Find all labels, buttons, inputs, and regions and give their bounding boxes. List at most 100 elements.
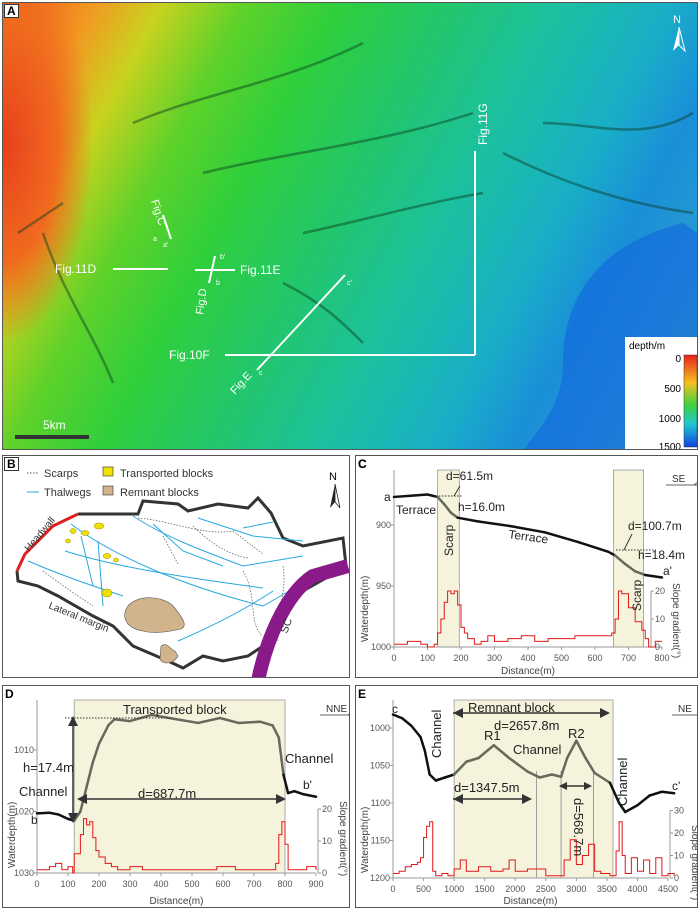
annotation-h1: h=16.0m <box>458 500 505 514</box>
y-tick-label: 1020 <box>14 807 34 817</box>
waterdepth-segment <box>607 550 617 557</box>
x-axis-label: Distance(m) <box>150 896 204 907</box>
x-tick-label: 800 <box>277 879 292 889</box>
y2-tick-label: 0 <box>674 873 679 883</box>
annotation-channel3: Channel <box>615 757 630 806</box>
waterdepth-segment <box>113 718 132 723</box>
profile-panel-d: 0 100 200 300 400 500 600 700 800 900 1010 1020 1030… <box>2 685 350 908</box>
label-fig-11d: Fig.11D <box>55 262 96 276</box>
waterdepth-segment <box>107 718 116 727</box>
highlight-band <box>73 699 286 874</box>
waterdepth-segment <box>526 770 541 779</box>
waterdepth-segment <box>465 756 480 763</box>
waterdepth-segment <box>419 735 427 752</box>
y2-axis-label: Slope gradient(°) <box>689 825 698 900</box>
headwall-line <box>15 512 79 572</box>
waterdepth-segment <box>423 749 431 776</box>
waterdepth-segment <box>575 739 587 760</box>
waterdepth-segment <box>633 570 647 577</box>
x-tick-label: 1000 <box>444 884 464 894</box>
annotation-channel2: Channel <box>285 751 334 766</box>
waterdepth-segment <box>196 716 222 725</box>
waterdepth-segment <box>443 503 453 515</box>
annotation-r2: R2 <box>568 726 585 741</box>
direction-icon <box>666 482 697 486</box>
slope-gradient-series <box>394 590 662 648</box>
annotation-start: a <box>384 490 391 504</box>
annotation-end: a' <box>663 564 672 578</box>
map-overlay: Fig.C a a' Fig.11D Fig.11E Fig.D b b' Fi… <box>15 14 697 449</box>
y2-tick-label: 20 <box>322 804 332 814</box>
y-axis-label: Waterdepth(m) <box>7 802 18 868</box>
waterdepth-segment <box>644 573 664 579</box>
annotation-d2: d=568.7m <box>571 798 586 856</box>
panel-label: E <box>358 687 366 701</box>
annotation-r1: R1 <box>484 728 501 743</box>
x-tick-label: 0 <box>34 879 39 889</box>
legend-scarps: Scarps <box>44 468 79 480</box>
x-tick-label: 4500 <box>658 884 678 894</box>
y2-tick-label: 0 <box>655 642 660 652</box>
north-arrow: N <box>673 14 686 53</box>
waterdepth-segment <box>426 493 439 499</box>
waterdepth-segment <box>623 804 639 814</box>
waterdepth-segment <box>48 811 60 816</box>
x-tick-label: 100 <box>60 879 75 889</box>
annotation-terrace1: Terrace <box>396 503 436 517</box>
annotation-scarp1: Scarp <box>442 524 456 556</box>
legend-transported-blocks: Transported blocks <box>120 468 214 480</box>
waterdepth-segment <box>72 810 82 822</box>
annotation-d: d=687.7m <box>138 786 196 801</box>
x-tick-label: 700 <box>621 653 636 663</box>
channel-shading <box>17 41 694 384</box>
colorbar-tick: 0 <box>675 354 681 365</box>
waterdepth-segment <box>613 554 627 566</box>
y2-tick-label: 0 <box>322 868 327 878</box>
waterdepth-segment <box>91 742 101 764</box>
waterdepth-segment <box>492 744 511 760</box>
direction-label: SE <box>672 474 686 485</box>
waterdepth-segment <box>409 493 429 497</box>
waterdepth-segment <box>538 773 554 779</box>
x-tick-label: 600 <box>587 653 602 663</box>
label-fig-e: Fig.E <box>228 370 254 397</box>
panel-label: D <box>5 687 14 701</box>
annotation-end: b' <box>303 778 312 792</box>
waterdepth-segment <box>237 720 262 725</box>
panel-label: B <box>4 457 19 471</box>
y2-tick-label: 10 <box>322 836 332 846</box>
waterdepth-segment <box>577 540 610 554</box>
x-tick-label: 2000 <box>505 884 525 894</box>
bathymetry-map-panel: A Fig.C a a' Fig.11D Fig.11E Fig.D b b' … <box>2 2 698 450</box>
y-tick-label: 1050 <box>370 761 390 771</box>
direction-label: NE <box>678 704 692 715</box>
y-axis-label: Waterdepth(m) <box>360 807 371 873</box>
profile-panel-e: 0 500 1000 1500 2000 2500 3000 3500 4000 4500 1000… <box>355 685 698 908</box>
waterdepth-segment <box>434 776 447 782</box>
waterdepth-segment <box>543 531 580 544</box>
waterdepth-segment <box>648 790 664 797</box>
waterdepth-segment <box>593 771 612 784</box>
waterdepth-segment <box>392 494 412 499</box>
x-axis-label: Distance(m) <box>501 666 555 677</box>
label-fig-c: Fig.C <box>148 198 168 227</box>
waterdepth-segment <box>400 717 413 727</box>
sc-channel <box>251 559 349 677</box>
y-tick-label: 1000 <box>371 642 391 652</box>
legend-thalwegs: Thalwegs <box>44 487 92 499</box>
waterdepth-segment <box>559 756 569 778</box>
waterdepth-segment <box>391 713 404 720</box>
waterdepth-segment <box>293 789 305 796</box>
y2-axis-label: Slope gradient(°) <box>670 583 681 658</box>
x-tick-label: 300 <box>122 879 137 889</box>
annotation-channel1: Channel <box>19 784 68 799</box>
colorbar <box>683 354 697 448</box>
waterdepth-segment <box>565 739 578 760</box>
x-tick-label: 3500 <box>597 884 617 894</box>
annotation-d2: d=100.7m <box>628 519 682 533</box>
y2-tick-label: 20 <box>655 586 665 596</box>
waterdepth-segment <box>436 495 446 506</box>
waterdepth-segment <box>584 756 596 775</box>
annotation-terrace2: Terrace <box>508 527 550 546</box>
direction-label: NNE <box>326 704 347 715</box>
